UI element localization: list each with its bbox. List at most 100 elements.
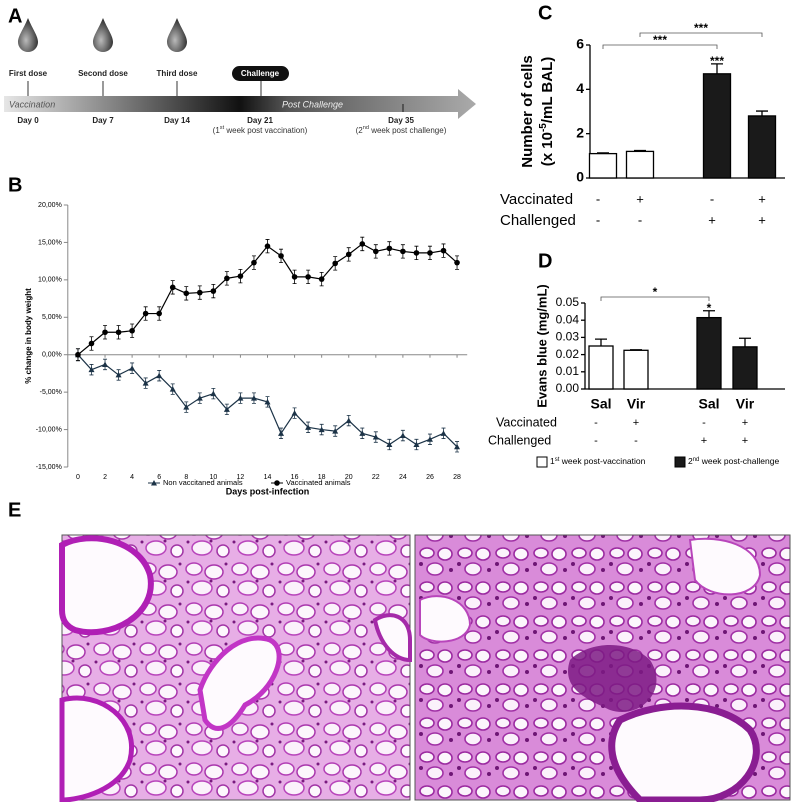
marker (373, 248, 379, 255)
error-bar (711, 63, 723, 74)
x-tick-label: 4 (130, 474, 134, 481)
bar (702, 73, 732, 179)
drop-icon (18, 18, 38, 52)
row-mark: - (710, 191, 714, 206)
row-mark: - (634, 435, 638, 447)
marker (278, 430, 285, 436)
y-axis-label-part: /mL BAL) (539, 57, 556, 123)
x-tick-label: Sal (590, 396, 611, 412)
marker (332, 260, 338, 267)
row-mark: + (708, 212, 716, 227)
significance-label: *** (653, 33, 667, 47)
row-label: Challenged (488, 433, 551, 447)
y-tick-label: 0.05 (556, 295, 580, 309)
event-label: Third dose (157, 69, 198, 78)
marker (413, 441, 420, 448)
row-mark: + (758, 191, 766, 206)
marker (169, 386, 176, 392)
significance-label: * (653, 285, 658, 299)
challenge-label: Challenge (241, 69, 280, 78)
y-tick-label: -15,00% (36, 464, 62, 471)
marker (183, 290, 190, 297)
row-label: Challenged (500, 212, 576, 229)
row-mark: - (702, 417, 706, 429)
significance-label: * (707, 301, 712, 315)
x-tick-label: 20 (345, 474, 353, 481)
marker (142, 380, 149, 386)
legend-label: Non vaccitaned animals (163, 478, 243, 487)
row-mark: + (701, 435, 707, 447)
legend-label: 2nd week post-challenge (688, 456, 779, 466)
marker (224, 275, 230, 282)
marker (359, 430, 366, 436)
airway (59, 535, 154, 636)
row-label: Vaccinated (496, 415, 557, 429)
marker (264, 243, 271, 249)
marker (196, 395, 203, 401)
x-tick-label: 28 (453, 474, 461, 481)
marker (318, 276, 325, 282)
significance-bracket (600, 296, 710, 301)
marker (237, 395, 244, 401)
row-mark: - (638, 212, 642, 227)
legend-label: 1st week post-vaccination (550, 456, 646, 466)
marker (169, 284, 176, 291)
marker (197, 289, 203, 296)
row-mark: - (594, 417, 598, 429)
marker (399, 432, 406, 439)
legend-label: Vaccinated animals (286, 478, 351, 487)
y-tick-label: 0,00% (42, 352, 62, 359)
phase-label: Post Challenge (282, 99, 343, 109)
drop-icon (93, 18, 113, 52)
marker (440, 430, 447, 436)
x-tick-label: 6 (157, 474, 161, 481)
marker (88, 340, 95, 347)
error-bar (739, 337, 751, 347)
x-tick-label: 12 (237, 474, 245, 481)
marker (156, 310, 162, 317)
y-axis-label: Evans blue (mg/mL) (534, 284, 549, 408)
bar (588, 345, 614, 390)
marker (291, 274, 298, 280)
error-bar (630, 349, 642, 351)
marker (210, 288, 217, 294)
x-tick-label: 10 (209, 474, 217, 481)
day-label: Day 14 (164, 116, 190, 125)
y-tick-label: 15,00% (38, 239, 62, 246)
marker (359, 241, 366, 247)
marker (115, 371, 122, 378)
marker (129, 365, 136, 371)
x-tick-label: 2 (103, 474, 107, 481)
error-bar (703, 310, 715, 318)
day-note: (2nd week post challenge) (356, 125, 447, 135)
x-tick-label: 16 (291, 474, 299, 481)
marker (274, 480, 280, 486)
airway (59, 695, 134, 802)
row-label: Vaccinated (500, 191, 573, 208)
row-mark: - (596, 212, 600, 227)
x-tick-label: 26 (426, 474, 434, 481)
marker (250, 395, 257, 401)
event-label: First dose (9, 69, 48, 78)
x-tick-label: 18 (318, 474, 326, 481)
bar (588, 152, 618, 179)
y-tick-label: 0.02 (556, 347, 580, 361)
y-tick-label: 10,00% (38, 277, 62, 284)
marker (237, 273, 244, 279)
marker (426, 436, 433, 442)
drops (18, 18, 404, 112)
marker (183, 404, 190, 410)
panel-label: A (8, 5, 22, 27)
row-mark: + (742, 417, 748, 429)
marker (413, 250, 420, 256)
marker (129, 327, 135, 334)
marker (251, 259, 257, 266)
marker (345, 251, 352, 258)
marker (454, 443, 461, 450)
day-note: (1st week post vaccination) (213, 125, 308, 135)
x-tick-label: 22 (372, 474, 380, 481)
y-tick-label: 0 (576, 169, 584, 185)
airway (608, 702, 760, 802)
error-bar (756, 110, 768, 116)
marker (156, 372, 163, 379)
